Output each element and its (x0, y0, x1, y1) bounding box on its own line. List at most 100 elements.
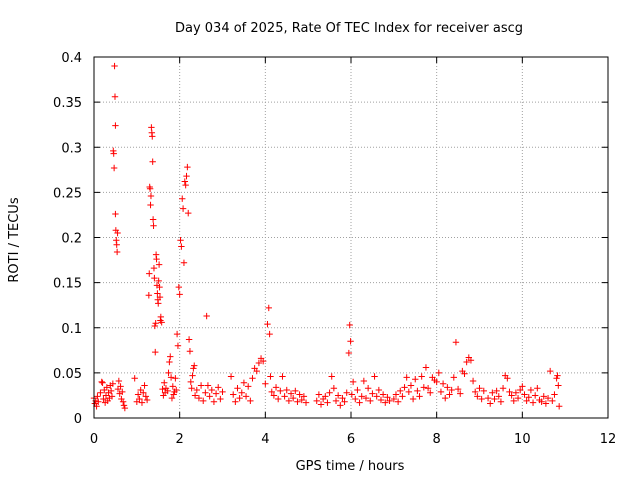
data-point (219, 388, 226, 396)
data-point (392, 391, 400, 398)
data-point (152, 348, 159, 356)
data-point (170, 391, 177, 398)
data-point (343, 389, 350, 396)
data-point (164, 387, 171, 395)
data-point (143, 396, 151, 404)
data-point (274, 395, 282, 403)
x-tick-label: 0 (90, 432, 98, 447)
data-point (187, 378, 195, 386)
data-point (555, 382, 562, 389)
data-point (512, 389, 520, 396)
data-point (150, 264, 158, 272)
data-point (138, 399, 146, 406)
data-point (215, 384, 222, 391)
data-point (179, 195, 186, 202)
data-point (200, 397, 207, 405)
data-point (555, 403, 563, 410)
data-points (90, 62, 563, 412)
data-point (480, 387, 487, 395)
data-point (112, 210, 119, 218)
data-point (412, 375, 419, 383)
data-point (115, 377, 123, 385)
data-point (110, 150, 117, 157)
data-point (180, 259, 188, 266)
data-point (360, 377, 368, 385)
data-point (147, 201, 154, 209)
data-point (285, 397, 293, 405)
data-point (531, 392, 539, 399)
data-point (182, 181, 189, 189)
data-point (146, 270, 153, 277)
data-point (454, 385, 462, 393)
data-point (377, 396, 385, 404)
data-point (262, 380, 269, 387)
data-point (446, 391, 453, 398)
data-point (472, 388, 479, 396)
data-point (489, 389, 496, 396)
data-point (141, 382, 148, 389)
data-point (435, 369, 443, 377)
data-point (172, 375, 179, 382)
data-point (317, 401, 325, 408)
data-point (469, 377, 477, 385)
data-point (98, 378, 105, 386)
data-point (203, 312, 210, 320)
chart-title: Day 034 of 2025, Rate Of TEC Index for r… (175, 21, 523, 36)
data-point (247, 397, 254, 405)
data-point (379, 391, 387, 398)
data-point (476, 385, 483, 392)
data-point (334, 392, 342, 399)
x-axis-label: GPS time / hours (296, 459, 405, 474)
data-point (347, 338, 354, 345)
data-point (268, 388, 275, 396)
data-point (326, 389, 333, 396)
data-point (210, 398, 218, 405)
data-point (206, 393, 213, 400)
data-point (330, 385, 338, 392)
data-point (185, 336, 193, 343)
data-point (167, 374, 175, 381)
data-point (193, 386, 200, 394)
data-point (510, 397, 517, 405)
y-tick-label: 0.15 (53, 277, 82, 292)
data-point (217, 395, 224, 403)
data-point (149, 133, 156, 140)
data-point (294, 398, 301, 405)
data-point (270, 392, 278, 399)
data-point (364, 385, 372, 392)
data-point (185, 209, 192, 217)
data-point (195, 394, 203, 402)
data-point (538, 398, 545, 405)
data-point (266, 330, 273, 338)
data-point (348, 391, 356, 398)
data-point (399, 393, 406, 400)
data-point (230, 391, 237, 398)
data-point (159, 385, 166, 393)
data-point (112, 122, 119, 129)
data-point (521, 391, 528, 398)
data-point (179, 205, 187, 212)
x-tick-label: 10 (514, 432, 531, 447)
data-point (173, 330, 181, 338)
data-point (442, 394, 449, 402)
x-tick-label: 12 (600, 432, 617, 447)
data-point (119, 388, 126, 396)
y-axis-label: ROTI / TECUs (7, 197, 22, 282)
y-tick-label: 0.35 (53, 96, 82, 111)
data-point (149, 216, 157, 223)
data-point (100, 395, 107, 403)
data-point (234, 385, 241, 392)
data-point (525, 394, 532, 401)
data-point (332, 397, 340, 405)
y-tick-label: 0 (74, 412, 82, 427)
data-point (253, 367, 260, 375)
data-point (450, 374, 457, 381)
data-point (474, 393, 481, 400)
data-point (204, 382, 212, 389)
data-point (527, 386, 535, 394)
data-point (439, 380, 447, 387)
data-point (315, 391, 323, 398)
data-point (405, 388, 413, 396)
data-point (155, 300, 162, 307)
y-tick-label: 0.25 (53, 186, 82, 201)
